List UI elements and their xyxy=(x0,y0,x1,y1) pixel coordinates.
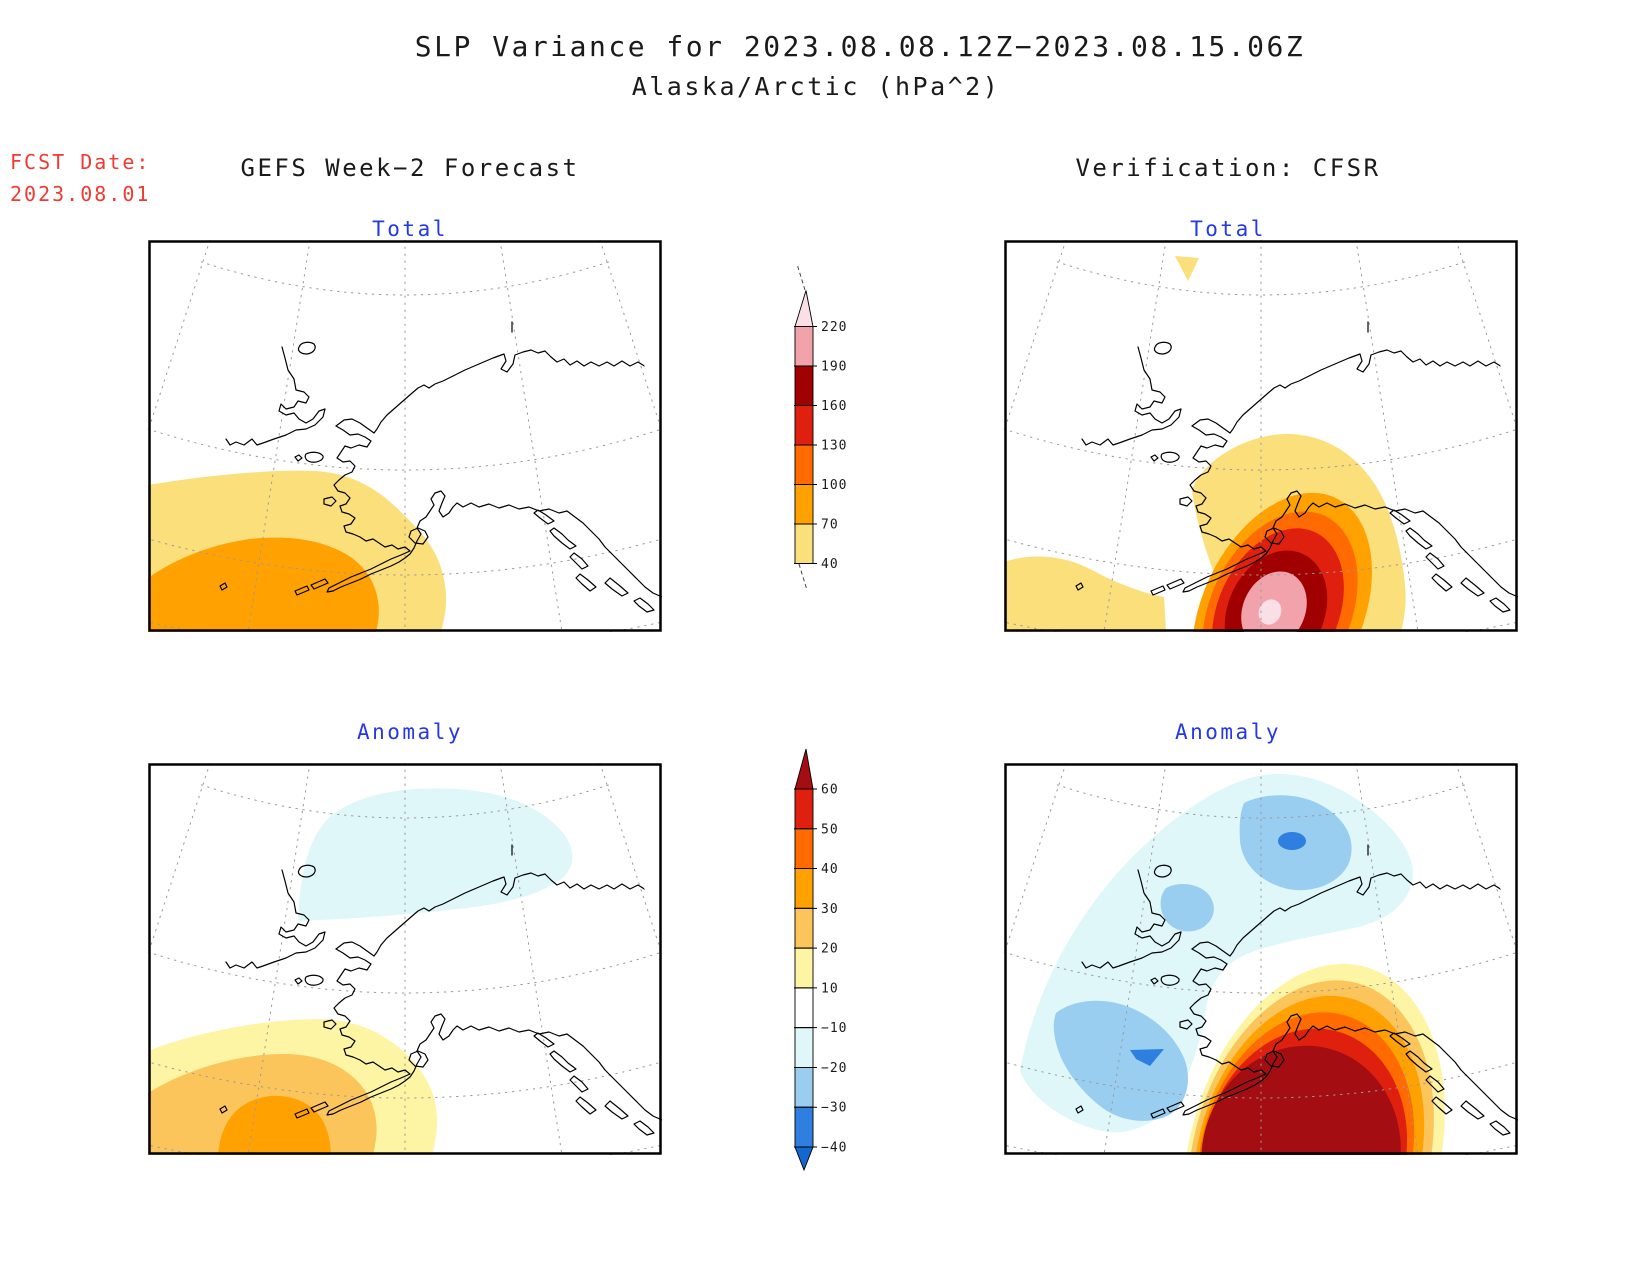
colorbar-anomaly: 60 50 40 30 20 10 −10 −20 −30 −40 xyxy=(794,748,847,1172)
panel-title-cfsr-total: Total xyxy=(1190,217,1266,241)
contour-region xyxy=(1130,1049,1164,1066)
colorbar-tick-label: 10 xyxy=(821,981,839,996)
colorbar-segment xyxy=(794,907,814,949)
colorbar-tick-label: −30 xyxy=(821,1101,847,1116)
page-title: SLP Variance for 2023.08.08.12Z−2023.08.… xyxy=(414,30,1306,63)
contour-region xyxy=(148,537,379,632)
right-column-heading: Verification: CFSR xyxy=(1075,154,1381,182)
colorbar-tick-label: −20 xyxy=(821,1061,847,1076)
contour-region xyxy=(1278,832,1306,850)
colorbar-tick-label: 100 xyxy=(821,478,847,493)
colorbar-tick-label: −40 xyxy=(821,1141,847,1156)
colorbar-segment xyxy=(794,1067,814,1108)
colorbar-segment xyxy=(794,788,814,830)
colorbar-segment xyxy=(794,947,814,989)
left-column-heading: GEFS Week−2 Forecast xyxy=(240,154,580,182)
colorbar-segment xyxy=(794,1106,814,1148)
contour-region xyxy=(1004,556,1166,632)
colorbar-tick-label: 60 xyxy=(821,783,839,798)
panel-title-gefs-anomaly: Anomaly xyxy=(356,720,463,744)
colorbar-tick-label: 30 xyxy=(821,902,839,917)
map-frame xyxy=(148,240,662,632)
map-frame xyxy=(1004,763,1518,1155)
colorbar-segment xyxy=(794,365,814,406)
colorbar-segment xyxy=(794,1027,814,1068)
colorbar-tail xyxy=(796,263,806,291)
colorbar-tick-label: 70 xyxy=(821,518,839,533)
fcst-date-value: 2023.08.01 xyxy=(10,182,151,206)
colorbar-cap-top xyxy=(794,290,814,327)
contour-region xyxy=(1258,599,1282,625)
map-cfsr-total xyxy=(1004,240,1518,632)
colorbar-tick-label: 50 xyxy=(821,822,839,837)
contour-region xyxy=(1053,1000,1188,1121)
map-gefs-total xyxy=(148,240,662,632)
map-frame xyxy=(148,763,662,1155)
colorbar-segment xyxy=(794,987,814,1029)
colorbar-tick-label: 130 xyxy=(821,439,847,454)
colorbar-tail xyxy=(798,563,808,591)
colorbar-segment xyxy=(794,326,814,367)
colorbar-segment xyxy=(794,828,814,870)
colorbar-segment xyxy=(794,444,814,485)
colorbar-tick-label: −10 xyxy=(821,1021,847,1036)
colorbar-segment xyxy=(794,405,814,446)
colorbar-tick-label: 220 xyxy=(821,320,847,335)
colorbar-tick-label: 40 xyxy=(821,557,839,572)
colorbar-segment xyxy=(794,868,814,909)
colorbar-segment xyxy=(794,523,814,564)
fcst-date-label: FCST Date: xyxy=(10,150,151,174)
fcst-date-block: FCST Date: 2023.08.01 xyxy=(10,146,150,210)
map-frame xyxy=(1004,240,1518,632)
colorbar-cap-top xyxy=(794,748,814,790)
contour-region xyxy=(298,788,573,921)
panel-title-gefs-total: Total xyxy=(372,217,448,241)
panel-title-cfsr-anomaly: Anomaly xyxy=(1174,720,1281,744)
contour-region xyxy=(1175,256,1199,281)
colorbar-tick-label: 40 xyxy=(821,862,839,877)
contour-region xyxy=(1160,883,1214,932)
colorbar-segment xyxy=(794,484,814,525)
colorbar-cap-bottom xyxy=(794,1146,814,1172)
contour-region xyxy=(1201,1045,1401,1155)
colorbar-tick-label: 190 xyxy=(821,360,847,375)
map-cfsr-anomaly xyxy=(1004,763,1518,1155)
colorbar-tick-label: 160 xyxy=(821,399,847,414)
map-gefs-anomaly xyxy=(148,763,662,1155)
page-subtitle: Alaska/Arctic (hPa^2) xyxy=(631,72,1001,101)
colorbar-total: 220 190 160 130 100 70 40 xyxy=(794,263,847,591)
colorbar-tick-label: 20 xyxy=(821,942,839,957)
